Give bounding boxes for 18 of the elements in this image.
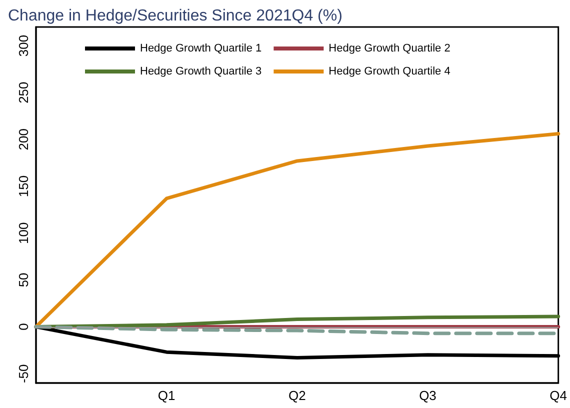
y-tick-label: -50 [16, 364, 31, 384]
y-tick-label: 50 [16, 272, 31, 288]
y-tick-label: 150 [16, 175, 31, 198]
line-series [34, 132, 560, 329]
x-tick-label: Q1 [158, 388, 176, 403]
legend-label: Hedge Growth Quartile 1 [140, 42, 262, 54]
y-tick-label: 100 [16, 222, 31, 244]
y-tick-label: 200 [16, 128, 31, 150]
legend-label: Hedge Growth Quartile 3 [140, 66, 262, 78]
legend-label: Hedge Growth Quartile 2 [328, 42, 450, 54]
y-tick-label: 250 [16, 82, 31, 104]
y-tick-label: 300 [16, 34, 31, 57]
chart-title: Change in Hedge/Securities Since 2021Q4 (%) [8, 8, 342, 24]
x-tick-label: Q3 [419, 388, 436, 403]
x-tick-label: Q4 [550, 388, 567, 403]
legend-label: Hedge Growth Quartile 4 [328, 66, 450, 78]
x-tick-label: Q2 [288, 388, 306, 403]
y-tick-label: 0 [16, 323, 31, 330]
